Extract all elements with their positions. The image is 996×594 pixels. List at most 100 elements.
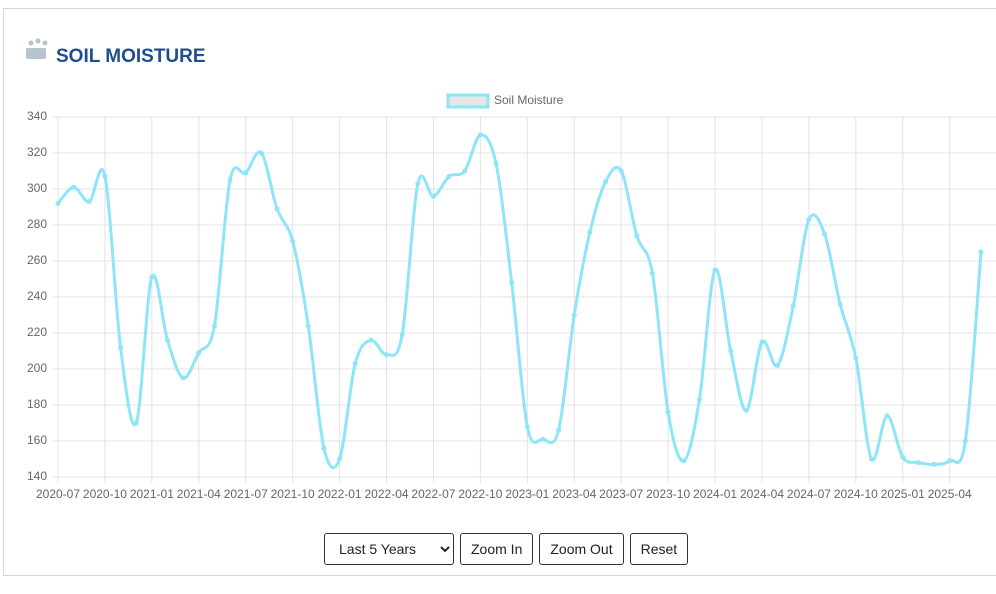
x-tick-label: 2022-01	[318, 487, 362, 501]
chart: 140 160 180 200 220 240 260 280 300 320 340 2020-07…	[26, 38, 996, 501]
data-point	[712, 267, 718, 273]
data-point	[71, 184, 77, 190]
data-point	[149, 274, 155, 280]
y-tick-label: 140	[27, 469, 47, 483]
chart-title: SOIL MOISTURE	[56, 46, 206, 67]
series-line	[56, 133, 983, 470]
data-point	[947, 458, 953, 464]
data-point	[962, 438, 968, 444]
zoom-in-button[interactable]: Zoom In	[460, 533, 534, 565]
data-point	[556, 427, 562, 433]
data-point	[634, 233, 640, 239]
data-point	[775, 362, 781, 368]
data-point	[837, 301, 843, 307]
x-tick-label: 2025-04	[928, 487, 972, 501]
data-point	[900, 454, 906, 460]
data-point	[430, 193, 436, 199]
data-point	[258, 150, 264, 156]
x-tick-label: 2022-10	[458, 487, 502, 501]
data-point	[196, 350, 202, 356]
data-point	[211, 323, 217, 329]
data-point	[55, 200, 61, 206]
data-point	[743, 407, 749, 413]
x-tick-label: 2023-04	[552, 487, 596, 501]
data-point	[384, 352, 390, 358]
data-point	[524, 424, 530, 430]
y-tick-label: 260	[27, 253, 47, 267]
data-point	[446, 173, 452, 179]
y-tick-label: 180	[27, 397, 47, 411]
x-tick-label: 2021-10	[271, 487, 315, 501]
data-point	[681, 458, 687, 464]
data-point	[853, 355, 859, 361]
x-tick-label: 2025-01	[881, 487, 925, 501]
x-tick-label: 2024-10	[834, 487, 878, 501]
data-point	[915, 460, 921, 466]
data-point	[649, 271, 655, 277]
data-point	[133, 420, 139, 426]
data-point	[243, 170, 249, 176]
controls: Last 5 Years Zoom In Zoom Out Reset	[324, 533, 689, 565]
data-point	[274, 206, 280, 212]
data-point	[321, 445, 327, 451]
data-point	[180, 375, 186, 381]
data-point	[305, 323, 311, 329]
x-tick-label: 2020-10	[83, 487, 127, 501]
data-point	[728, 348, 734, 354]
data-point	[86, 199, 92, 205]
data-point	[415, 181, 421, 187]
data-point	[493, 161, 499, 167]
data-point	[696, 397, 702, 403]
data-point	[462, 168, 468, 174]
x-tick-label: 2021-01	[130, 487, 174, 501]
data-point	[665, 409, 671, 415]
x-tick-label: 2023-10	[646, 487, 690, 501]
x-tick-label: 2024-07	[787, 487, 831, 501]
data-point	[337, 456, 343, 462]
x-tick-label: 2023-01	[505, 487, 549, 501]
y-tick-label: 280	[27, 217, 47, 231]
data-point	[571, 312, 577, 318]
x-tick-label: 2022-07	[411, 487, 455, 501]
x-tick-label: 2024-04	[740, 487, 784, 501]
zoom-out-button[interactable]: Zoom Out	[539, 533, 624, 565]
y-tick-label: 300	[27, 181, 47, 195]
data-point	[165, 337, 171, 343]
y-tick-label: 160	[27, 433, 47, 447]
x-tick-label: 2024-01	[693, 487, 737, 501]
data-point	[978, 249, 984, 255]
legend-label: Soil Moisture	[494, 93, 564, 107]
title-icon	[26, 38, 48, 59]
data-point	[477, 132, 483, 138]
x-tick-label: 2022-04	[365, 487, 409, 501]
data-point	[603, 179, 609, 185]
data-point	[822, 231, 828, 237]
data-point	[399, 332, 405, 338]
x-tick-label: 2023-07	[599, 487, 643, 501]
y-tick-label: 340	[27, 109, 47, 123]
data-point	[790, 303, 796, 309]
range-select[interactable]: Last 5 Years	[324, 533, 454, 565]
data-point	[118, 344, 124, 350]
data-point	[368, 337, 374, 343]
x-tick-label: 2020-07	[36, 487, 80, 501]
y-tick-label: 200	[27, 361, 47, 375]
legend-swatch	[446, 93, 490, 109]
data-point	[290, 238, 296, 244]
card: 140 160 180 200 220 240 260 280 300 320 340 2020-07…	[3, 8, 996, 576]
x-tick-label: 2021-04	[177, 487, 221, 501]
data-point	[931, 461, 937, 467]
data-point	[618, 168, 624, 174]
data-point	[759, 339, 765, 345]
data-point	[587, 229, 593, 235]
x-tick-label: 2021-07	[224, 487, 268, 501]
data-point	[540, 436, 546, 442]
data-point	[884, 413, 890, 419]
y-tick-label: 220	[27, 325, 47, 339]
reset-button[interactable]: Reset	[629, 533, 689, 565]
data-point	[868, 456, 874, 462]
y-tick-label: 320	[27, 145, 47, 159]
data-point	[352, 361, 358, 367]
y-tick-label: 240	[27, 289, 47, 303]
